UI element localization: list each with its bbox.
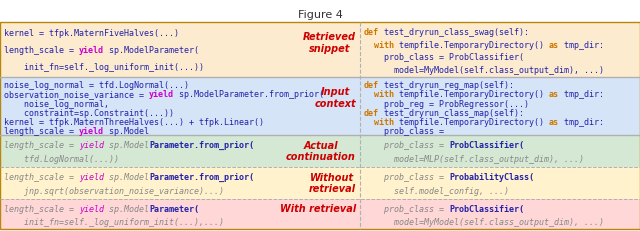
Text: yield: yield	[79, 173, 104, 182]
Text: tmp_dir:: tmp_dir:	[559, 118, 604, 127]
Bar	[360, 199, 640, 229]
Bar	[360, 77, 640, 135]
Text: with: with	[364, 90, 394, 99]
Bar	[0, 199, 360, 229]
Text: init_fn=self._log_uniform_init(...),...): init_fn=self._log_uniform_init(...),...)	[4, 218, 234, 227]
Text: constraint=sp.Constraint(...)): constraint=sp.Constraint(...))	[4, 109, 174, 118]
Bar	[360, 167, 640, 199]
Text: sp.Model: sp.Model	[104, 205, 149, 214]
Bar	[0, 22, 640, 229]
Text: kernel = tfpk.MaternThreeHalves(...) + tfpk.Linear(): kernel = tfpk.MaternThreeHalves(...) + t…	[4, 118, 264, 127]
Text: tempfile.TemporaryDirectory(): tempfile.TemporaryDirectory()	[394, 118, 549, 127]
Text: self.model_config, ...): self.model_config, ...)	[364, 187, 509, 196]
Text: as: as	[549, 90, 559, 99]
Text: tempfile.TemporaryDirectory(): tempfile.TemporaryDirectory()	[394, 41, 549, 49]
Text: yield: yield	[79, 127, 104, 136]
Text: prob_class = ProbClassifier(: prob_class = ProbClassifier(	[364, 53, 524, 62]
Text: noise_log_normal = tfd.LogNormal(...): noise_log_normal = tfd.LogNormal(...)	[4, 81, 189, 90]
Bar	[0, 77, 360, 135]
Text: Input
context: Input context	[314, 88, 356, 109]
Text: sp.ModelParameter.from_prior(: sp.ModelParameter.from_prior(	[174, 90, 324, 99]
Text: as: as	[549, 41, 559, 49]
Text: prob_class =: prob_class =	[364, 173, 449, 182]
Text: Without
retrieval: Without retrieval	[309, 173, 356, 194]
Text: prob_class =: prob_class =	[364, 205, 449, 214]
Text: kernel = tfpk.MaternFiveHalves(...): kernel = tfpk.MaternFiveHalves(...)	[4, 30, 179, 39]
Text: yield: yield	[79, 46, 104, 55]
Text: length_scale =: length_scale =	[4, 141, 79, 150]
Text: Parameter(: Parameter(	[149, 205, 199, 214]
Text: prob_class =: prob_class =	[364, 141, 449, 150]
Text: length_scale =: length_scale =	[4, 46, 79, 55]
Text: sp.Model: sp.Model	[104, 127, 149, 136]
Text: test_dryrun_reg_map(self):: test_dryrun_reg_map(self):	[379, 81, 514, 90]
Text: length_scale =: length_scale =	[4, 127, 79, 136]
Text: ProbabilityClass(: ProbabilityClass(	[449, 173, 534, 182]
Text: noise_log_normal,: noise_log_normal,	[4, 100, 109, 109]
Text: yield: yield	[79, 205, 104, 214]
Text: def: def	[364, 28, 379, 37]
Text: Parameter.from_prior(: Parameter.from_prior(	[149, 141, 254, 150]
Bar	[0, 135, 360, 167]
Text: ProbClassifier(: ProbClassifier(	[449, 205, 524, 214]
Text: as: as	[549, 118, 559, 127]
Text: model=MLP(self.class_output_dim), ...): model=MLP(self.class_output_dim), ...)	[364, 155, 584, 164]
Text: def: def	[364, 109, 379, 118]
Text: Figure 4: Figure 4	[298, 10, 342, 20]
Text: tmp_dir:: tmp_dir:	[559, 41, 604, 49]
Text: init_fn=self._log_uniform_init(...)): init_fn=self._log_uniform_init(...))	[4, 63, 214, 72]
Text: def: def	[364, 81, 379, 90]
Text: Retrieved
snippet: Retrieved snippet	[303, 32, 356, 54]
Bar	[0, 22, 360, 77]
Bar	[360, 135, 640, 167]
Text: yield: yield	[79, 141, 104, 150]
Text: sp.Model: sp.Model	[104, 173, 149, 182]
Text: with: with	[364, 41, 394, 49]
Text: tempfile.TemporaryDirectory(): tempfile.TemporaryDirectory()	[394, 90, 549, 99]
Text: sp.Model: sp.Model	[104, 141, 149, 150]
Text: tfd.LogNormal(...)): tfd.LogNormal(...))	[4, 155, 129, 164]
Text: with: with	[364, 118, 394, 127]
Text: tmp_dir:: tmp_dir:	[559, 90, 604, 99]
Text: length_scale =: length_scale =	[4, 205, 79, 214]
Text: prob_reg = ProbRegressor(...): prob_reg = ProbRegressor(...)	[364, 100, 529, 109]
Text: model=MyModel(self.class_output_dim), ...): model=MyModel(self.class_output_dim), ..…	[364, 218, 604, 227]
Text: Actual
continuation: Actual continuation	[286, 141, 356, 162]
Text: yield: yield	[149, 90, 174, 99]
Bar	[360, 22, 640, 77]
Text: observation_noise_variance =: observation_noise_variance =	[4, 90, 149, 99]
Text: length_scale =: length_scale =	[4, 173, 79, 182]
Text: jnp.sqrt(observation_noise_variance)...): jnp.sqrt(observation_noise_variance)...)	[4, 187, 224, 196]
Text: With retrieval: With retrieval	[280, 204, 356, 214]
Text: prob_class =: prob_class =	[364, 127, 449, 136]
Bar	[0, 167, 360, 199]
Text: ProbClassifier(: ProbClassifier(	[449, 141, 524, 150]
Text: Parameter.from_prior(: Parameter.from_prior(	[149, 173, 254, 182]
Text: test_dryrun_class_swag(self):: test_dryrun_class_swag(self):	[379, 28, 529, 37]
Text: model=MyModel(self.class_output_dim), ...): model=MyModel(self.class_output_dim), ..…	[364, 66, 604, 75]
Text: test_dryrun_class_map(self):: test_dryrun_class_map(self):	[379, 109, 524, 118]
Text: sp.ModelParameter(: sp.ModelParameter(	[104, 46, 199, 55]
